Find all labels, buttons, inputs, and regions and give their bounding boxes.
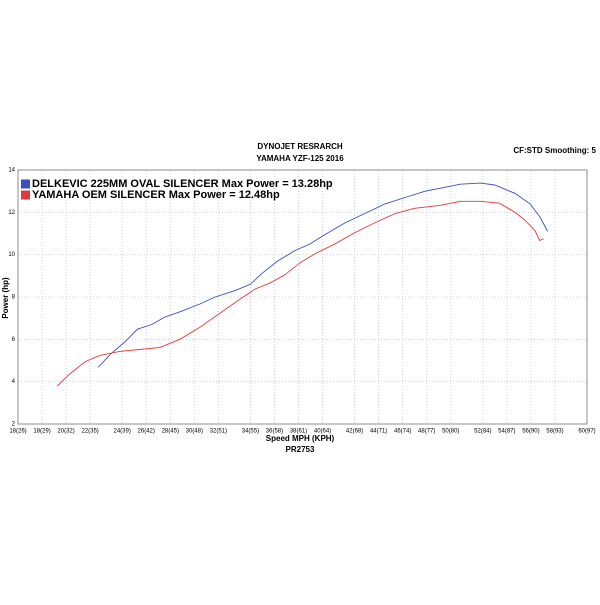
x-tick-label: 54(87) [498,429,515,435]
y-axis-label: Power (hp) [1,277,10,319]
x-axis-label: Speed MPH (KPH) [266,434,335,443]
y-tick-label: 6 [12,337,16,343]
x-tick-label: 56(90) [522,429,539,435]
x-tick-label: 44(71) [370,429,387,435]
legend-label: YAMAHA OEM SILENCER Max Power = 12.48hp [32,189,280,201]
y-tick-label: 4 [12,379,16,385]
y-tick-label: 10 [8,252,15,258]
x-tick-label: 20(32) [57,429,74,435]
x-tick-label: 58(93) [546,429,563,435]
y-tick-label: 12 [8,210,15,216]
y-tick-label: 8 [12,295,16,301]
annotation: CF:STD Smoothing: 5 [513,146,596,155]
series-line [97,182,549,368]
x-tick-label: 18(29) [33,429,50,435]
x-tick-label: 22(35) [81,429,98,435]
x-tick-label: 26(42) [138,429,155,435]
legend-swatch [21,190,30,200]
plot-frame [17,169,588,425]
x-tick-label: 28(45) [162,429,179,435]
x-tick-label: 36(58) [266,429,283,435]
legend-label: DELKEVIC 225MM OVAL SILENCER Max Power =… [32,178,333,190]
x-tick-label: 48(77) [418,429,435,435]
chart-subtitle: YAMAHA YZF-125 2016 [256,154,344,163]
x-tick-label: 46(74) [394,429,411,435]
series-line [56,200,544,387]
chart-title: DYNOJET RESRARCH [257,142,343,151]
x-tick-label: 30(48) [186,429,203,435]
x-tick-label: 60(97) [578,429,595,435]
x-tick-label: 52(84) [474,429,491,435]
x-tick-label: 24(39) [114,429,131,435]
x-tick-label: 42(68) [346,429,363,435]
y-tick-label: 14 [8,168,15,174]
legend-swatch [21,179,30,189]
x-tick-label: 32(51) [210,429,227,435]
x-tick-label: 50(80) [442,429,459,435]
x-tick-label: 38(61) [290,429,307,435]
y-tick-label: 2 [12,422,16,428]
x-axis-sublabel: PR2753 [286,445,315,454]
x-tick-label: 18(26) [9,429,26,435]
x-tick-label: 40(64) [314,429,331,435]
x-tick-label: 34(55) [242,429,259,435]
